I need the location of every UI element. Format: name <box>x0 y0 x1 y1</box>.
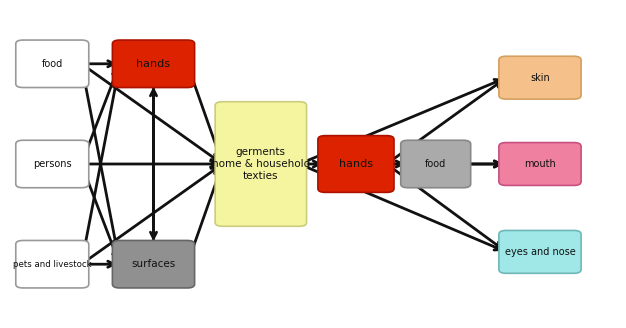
Text: food: food <box>425 159 446 169</box>
FancyBboxPatch shape <box>113 240 195 288</box>
Text: persons: persons <box>33 159 71 169</box>
Text: pets and livestock: pets and livestock <box>13 260 91 269</box>
Text: germents
home & household
texties: germents home & household texties <box>212 147 310 181</box>
Text: surfaces: surfaces <box>131 259 176 269</box>
FancyBboxPatch shape <box>499 231 581 273</box>
Text: hands: hands <box>339 159 373 169</box>
Text: skin: skin <box>530 73 550 83</box>
FancyBboxPatch shape <box>401 140 471 188</box>
FancyBboxPatch shape <box>318 136 394 192</box>
Text: hands: hands <box>136 59 170 69</box>
FancyBboxPatch shape <box>16 40 89 88</box>
FancyBboxPatch shape <box>499 143 581 185</box>
Text: mouth: mouth <box>524 159 556 169</box>
FancyBboxPatch shape <box>215 102 307 226</box>
FancyBboxPatch shape <box>16 240 89 288</box>
Text: eyes and nose: eyes and nose <box>505 247 575 257</box>
FancyBboxPatch shape <box>16 140 89 188</box>
Text: food: food <box>42 59 63 69</box>
FancyBboxPatch shape <box>113 40 195 88</box>
FancyBboxPatch shape <box>499 56 581 99</box>
